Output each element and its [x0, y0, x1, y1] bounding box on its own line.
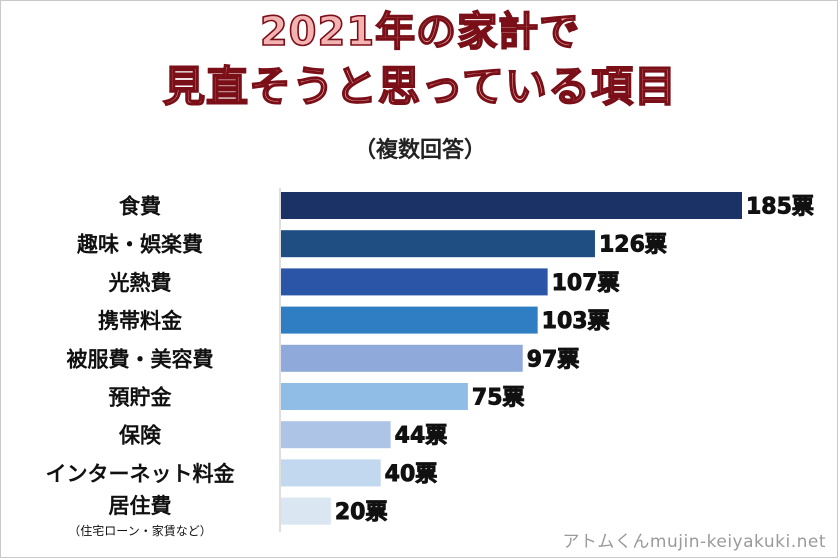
value-label-3: 107票: [552, 271, 620, 296]
category-note-9: （住宅ローン・家賃など）: [68, 523, 211, 538]
value-label-8: 40票: [385, 462, 438, 487]
chart-title-line-2: 見直そうと思っている項目: [162, 62, 677, 111]
value-label-1: 185票: [746, 195, 814, 220]
chart-subtitle: （複数回答）: [353, 138, 486, 163]
category-label-3: 光熱費: [108, 271, 172, 295]
value-label-9: 20票: [335, 500, 388, 525]
value-label-2: 126票: [599, 233, 667, 258]
category-label-9: 居住費: [109, 494, 172, 518]
value-label-5: 97票: [527, 347, 580, 372]
bar-9: [281, 497, 331, 525]
category-label-6: 預貯金: [109, 386, 173, 410]
bar-2: [281, 230, 595, 258]
bar-6: [281, 383, 468, 410]
bar-5: [281, 344, 523, 372]
bar-3: [281, 268, 548, 296]
value-label-6: 75票: [472, 386, 525, 411]
bar-1: [281, 192, 742, 219]
category-label-7: 保険: [118, 424, 162, 448]
category-label-8: インターネット料金: [46, 462, 236, 486]
category-label-5: 被服費・美容費: [67, 347, 214, 371]
category-label-4: 携帯料金: [98, 309, 183, 333]
value-label-7: 44票: [395, 424, 448, 449]
category-label-1: 食費: [119, 195, 161, 219]
bar-4: [281, 306, 538, 334]
value-label-4: 103票: [542, 309, 610, 334]
bar-8: [281, 459, 381, 487]
category-label-2: 趣味・娯楽費: [76, 233, 203, 257]
site-credit: アトムくんmujin-keiyakuki.net: [562, 532, 826, 552]
bar-7: [281, 421, 391, 449]
chart-title-line-1: 2021年の家計で: [259, 9, 581, 55]
